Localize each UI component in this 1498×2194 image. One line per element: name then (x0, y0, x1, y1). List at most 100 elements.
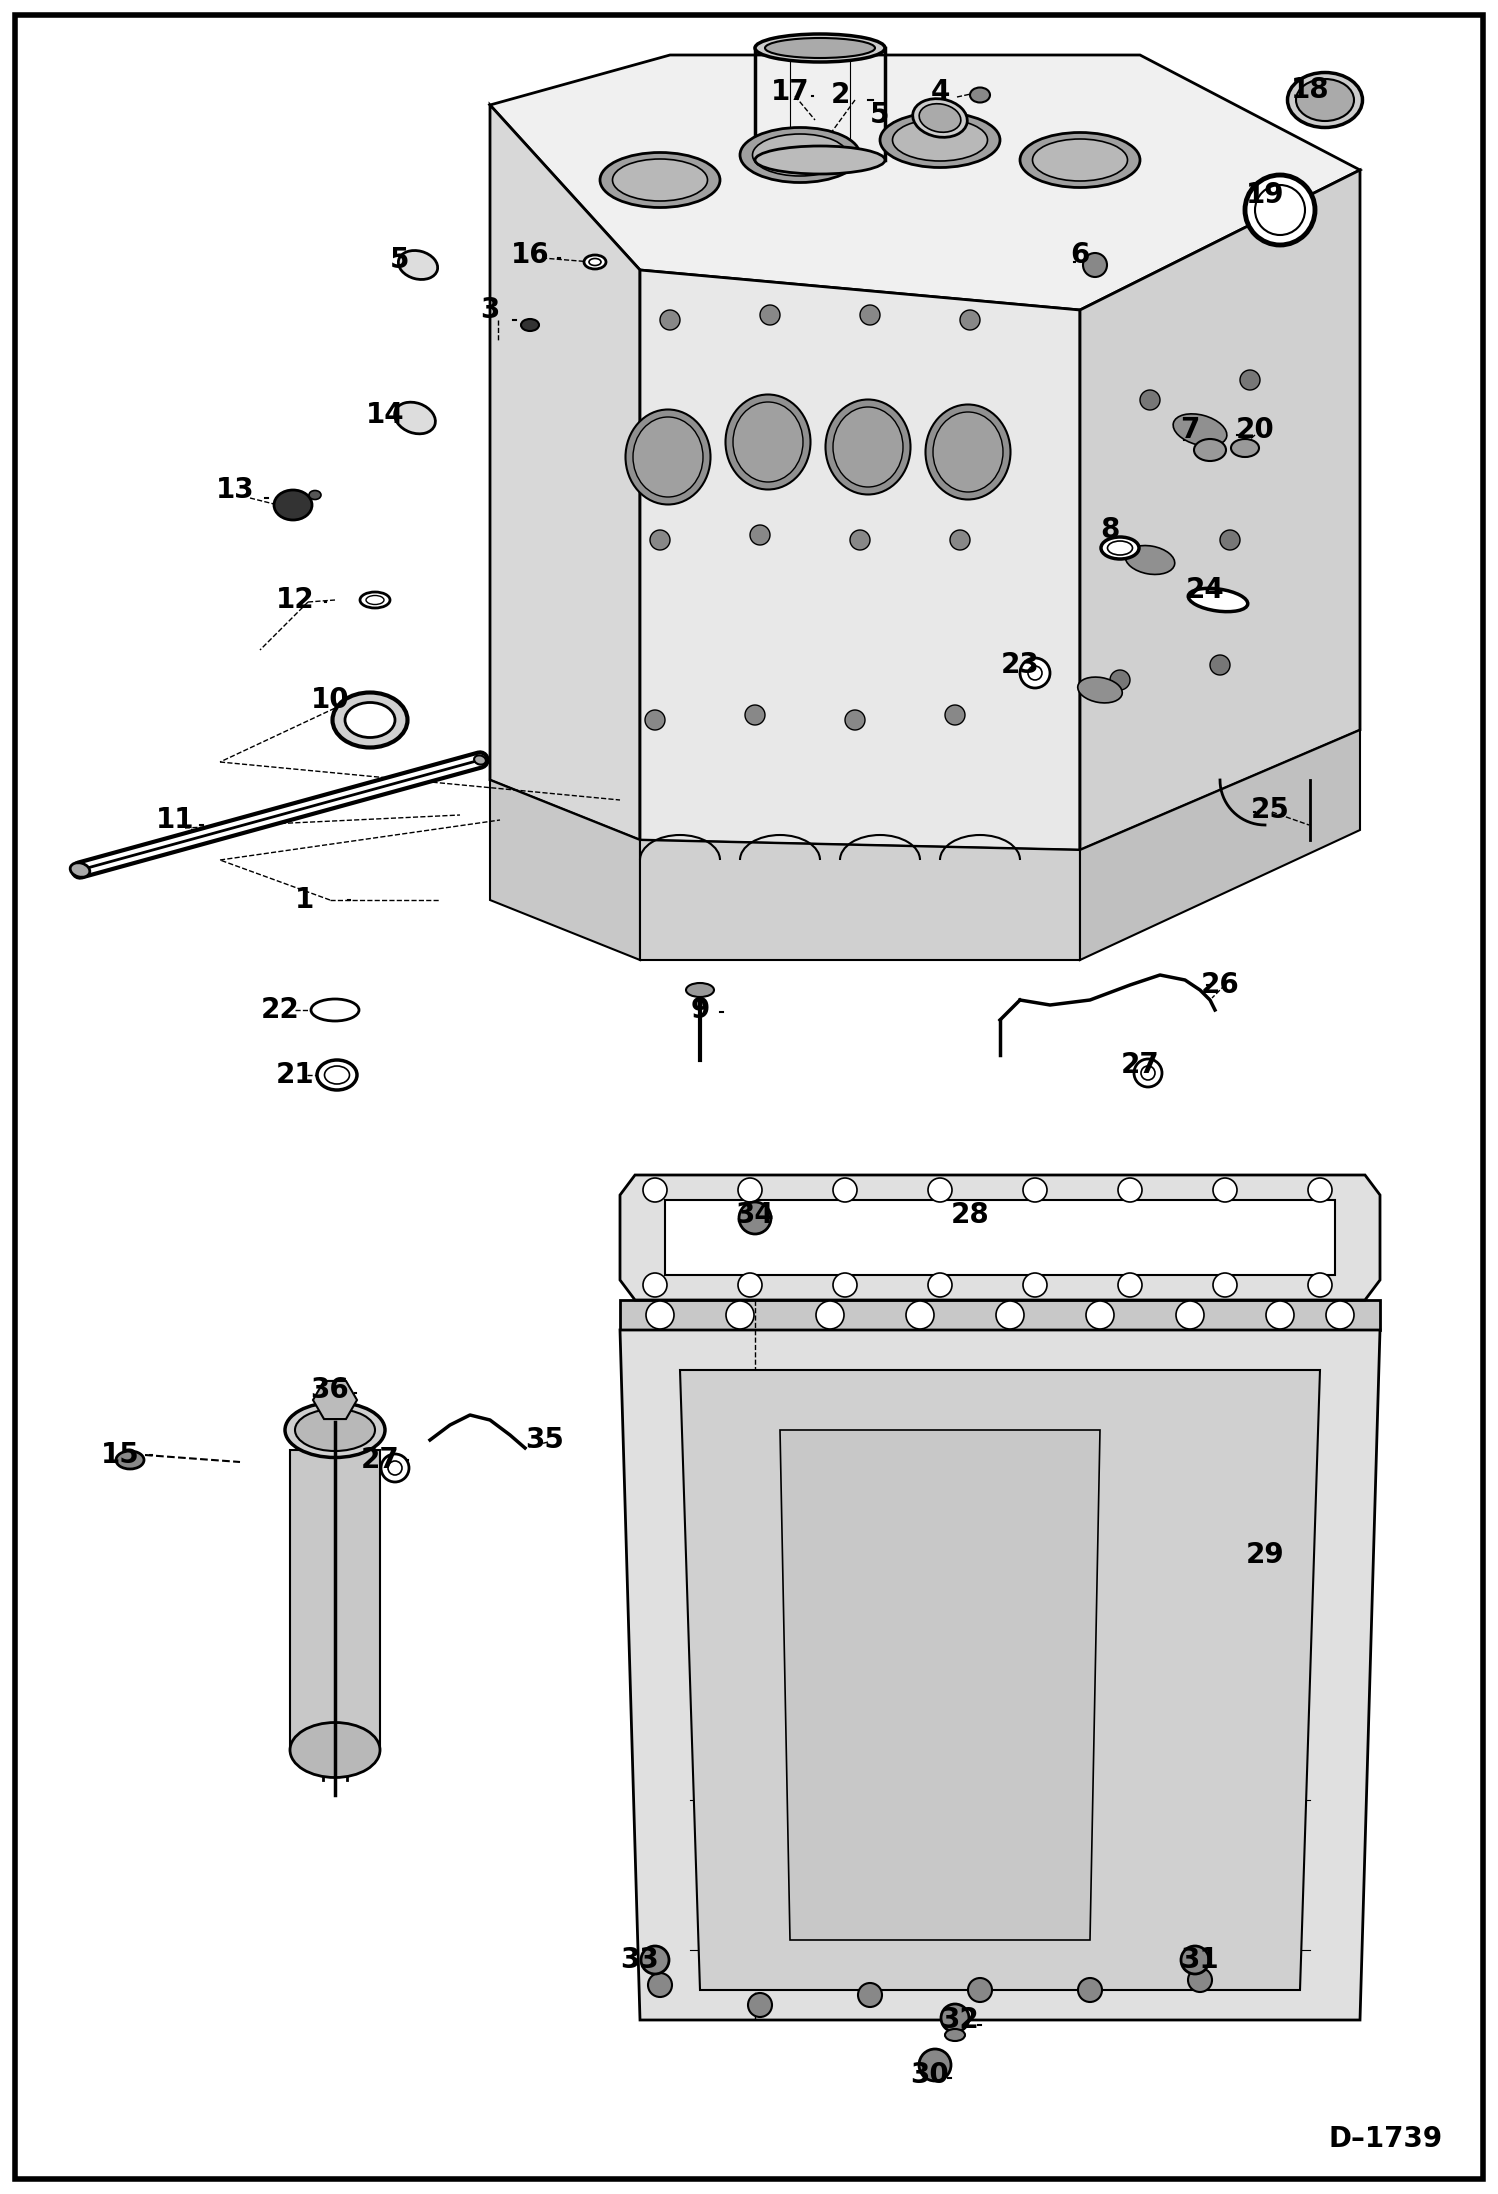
Text: 7: 7 (1180, 417, 1200, 443)
Ellipse shape (933, 412, 1004, 491)
Circle shape (739, 1202, 771, 1233)
Ellipse shape (920, 103, 960, 132)
Circle shape (1210, 656, 1230, 676)
Ellipse shape (1188, 588, 1248, 612)
Polygon shape (1080, 169, 1360, 849)
Circle shape (1110, 669, 1129, 689)
Circle shape (380, 1455, 409, 1481)
Polygon shape (291, 1450, 380, 1751)
Ellipse shape (1245, 176, 1315, 246)
Polygon shape (1080, 731, 1360, 961)
Circle shape (650, 531, 670, 551)
Circle shape (927, 1178, 953, 1202)
Ellipse shape (971, 88, 990, 103)
Ellipse shape (755, 147, 885, 173)
Text: 5: 5 (391, 246, 410, 274)
Ellipse shape (345, 702, 395, 737)
Circle shape (646, 711, 665, 731)
Text: 16: 16 (511, 241, 550, 270)
Text: 24: 24 (1185, 577, 1224, 603)
Circle shape (845, 711, 864, 731)
Text: 1: 1 (295, 886, 315, 915)
Circle shape (858, 1983, 882, 2008)
Ellipse shape (752, 134, 848, 176)
Ellipse shape (765, 37, 875, 57)
Ellipse shape (1173, 415, 1227, 445)
Ellipse shape (1287, 72, 1363, 127)
Circle shape (860, 305, 879, 325)
Text: 15: 15 (100, 1441, 139, 1470)
Text: 21: 21 (276, 1062, 315, 1088)
Polygon shape (490, 781, 640, 961)
Text: 36: 36 (310, 1376, 349, 1404)
Ellipse shape (1255, 184, 1305, 235)
Text: 18: 18 (1291, 77, 1329, 103)
Ellipse shape (366, 595, 383, 606)
Ellipse shape (473, 755, 485, 766)
Circle shape (960, 309, 980, 329)
Ellipse shape (295, 1409, 374, 1450)
Circle shape (945, 704, 965, 724)
Text: 30: 30 (911, 2060, 950, 2089)
Circle shape (927, 1273, 953, 1297)
Ellipse shape (312, 998, 360, 1020)
Text: 25: 25 (1251, 796, 1290, 825)
Circle shape (968, 1979, 992, 2001)
Ellipse shape (613, 158, 707, 202)
Text: 22: 22 (261, 996, 300, 1025)
Ellipse shape (945, 2029, 965, 2040)
Text: 33: 33 (620, 1946, 659, 1975)
Ellipse shape (1296, 79, 1354, 121)
Text: 28: 28 (951, 1200, 989, 1229)
Text: 3: 3 (481, 296, 500, 325)
Circle shape (643, 1273, 667, 1297)
Circle shape (661, 309, 680, 329)
Circle shape (941, 2003, 969, 2032)
Ellipse shape (318, 1060, 357, 1090)
Text: 2: 2 (830, 81, 849, 110)
Circle shape (727, 1301, 753, 1330)
Circle shape (1118, 1273, 1141, 1297)
Circle shape (1023, 1273, 1047, 1297)
Text: 34: 34 (736, 1200, 774, 1229)
Text: D–1739: D–1739 (1329, 2126, 1443, 2152)
Circle shape (646, 1301, 674, 1330)
Circle shape (833, 1178, 857, 1202)
Ellipse shape (601, 154, 721, 208)
Ellipse shape (394, 402, 436, 434)
Ellipse shape (893, 118, 987, 160)
Ellipse shape (912, 99, 968, 138)
Text: 29: 29 (1246, 1540, 1284, 1569)
Circle shape (1121, 540, 1140, 559)
Text: 9: 9 (691, 996, 710, 1025)
Text: 35: 35 (526, 1426, 565, 1455)
Polygon shape (313, 1380, 357, 1420)
Text: 5: 5 (870, 101, 890, 129)
Circle shape (1240, 371, 1260, 391)
Text: 8: 8 (1101, 516, 1119, 544)
Text: 27: 27 (1121, 1051, 1159, 1079)
Ellipse shape (1125, 546, 1174, 575)
Ellipse shape (584, 255, 607, 270)
Circle shape (1020, 658, 1050, 689)
Circle shape (739, 1273, 762, 1297)
Circle shape (918, 2049, 951, 2080)
Text: 31: 31 (1180, 1946, 1219, 1975)
Circle shape (748, 1992, 771, 2016)
Circle shape (1308, 1178, 1332, 1202)
Circle shape (1188, 1968, 1212, 1992)
Circle shape (1308, 1273, 1332, 1297)
Circle shape (1134, 1060, 1162, 1086)
Ellipse shape (740, 127, 860, 182)
Circle shape (1213, 1178, 1237, 1202)
Text: 32: 32 (941, 2005, 980, 2034)
Circle shape (1266, 1301, 1294, 1330)
Polygon shape (620, 1301, 1380, 1330)
Text: 23: 23 (1001, 652, 1040, 678)
Text: 14: 14 (366, 402, 404, 430)
Circle shape (1180, 1946, 1209, 1975)
Ellipse shape (115, 1450, 144, 1470)
Circle shape (388, 1461, 401, 1474)
Text: 11: 11 (156, 805, 195, 834)
Circle shape (950, 531, 971, 551)
